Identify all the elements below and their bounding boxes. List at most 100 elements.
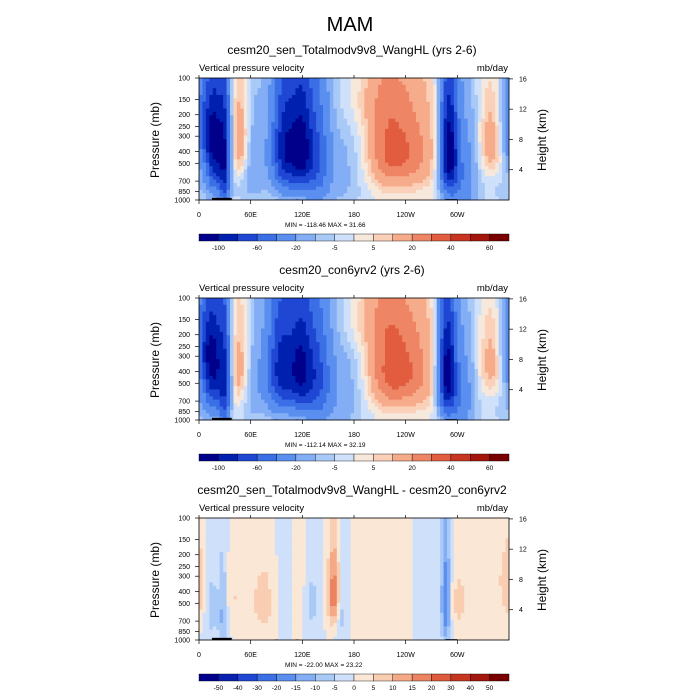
- field-cell: [495, 172, 500, 177]
- field-cell: [261, 98, 265, 103]
- field-cell: [385, 105, 389, 109]
- field-cell: [309, 321, 314, 326]
- field-cell: [491, 325, 496, 329]
- field-cell: [498, 105, 503, 109]
- field-cell: [316, 183, 320, 187]
- field-cell: [426, 321, 431, 326]
- field-cell: [391, 125, 396, 130]
- field-cell: [474, 111, 479, 116]
- field-cell: [484, 98, 489, 103]
- field-cell: [323, 348, 327, 353]
- field-cell: [267, 298, 272, 302]
- field-cell: [374, 162, 379, 167]
- field-cell: [381, 145, 386, 150]
- field-cell: [395, 111, 400, 116]
- field-cell: [278, 298, 283, 302]
- field-cell: [371, 172, 376, 177]
- field-cell: [257, 328, 262, 333]
- field-cell: [350, 348, 355, 353]
- field-cell: [278, 176, 283, 181]
- field-cell: [409, 314, 413, 319]
- field-cell: [329, 325, 334, 329]
- field-cell: [230, 152, 234, 157]
- field-cell: [371, 318, 376, 323]
- field-cell: [495, 118, 500, 123]
- field-cell: [250, 88, 255, 92]
- field-cell: [236, 169, 241, 174]
- field-cell: [230, 91, 234, 96]
- field-cell: [447, 298, 451, 302]
- field-cell: [419, 308, 424, 312]
- field-cell: [305, 125, 310, 130]
- field-cell: [336, 328, 341, 333]
- field-cell: [267, 318, 272, 323]
- contour-field: [199, 78, 510, 201]
- field-cell: [236, 111, 241, 116]
- field-cell: [419, 304, 424, 309]
- field-cell: [336, 193, 341, 198]
- field-cell: [402, 298, 407, 302]
- field-cell: [205, 145, 210, 150]
- field-cell: [298, 325, 303, 329]
- field-cell: [502, 108, 506, 113]
- field-cell: [247, 145, 252, 150]
- field-cell: [419, 172, 424, 177]
- field-cell: [440, 304, 444, 309]
- field-cell: [288, 152, 293, 157]
- field-cell: [305, 186, 310, 191]
- field-cell: [419, 311, 424, 316]
- field-cell: [336, 135, 341, 140]
- field-cell: [405, 152, 410, 157]
- field-cell: [478, 304, 482, 309]
- field-cell: [323, 301, 327, 306]
- field-cell: [216, 325, 221, 329]
- field-cell: [443, 162, 448, 167]
- field-cell: [357, 125, 362, 130]
- field-cell: [412, 145, 417, 150]
- field-cell: [257, 355, 262, 360]
- field-cell: [336, 359, 341, 363]
- field-cell: [247, 325, 252, 329]
- field-cell: [471, 179, 475, 184]
- field-cell: [481, 91, 486, 96]
- field-cell: [350, 88, 355, 92]
- field-cell: [467, 314, 472, 319]
- field-cell: [371, 149, 376, 153]
- field-cell: [350, 328, 355, 333]
- field-cell: [333, 301, 338, 306]
- field-cell: [202, 78, 207, 82]
- field-cell: [381, 314, 386, 319]
- field-cell: [488, 193, 493, 198]
- field-cell: [240, 348, 245, 353]
- field-cell: [285, 308, 289, 312]
- field-cell: [305, 162, 310, 167]
- field-cell: [247, 101, 252, 106]
- field-cell: [329, 342, 334, 346]
- field-cell: [429, 159, 434, 164]
- field-cell: [481, 298, 486, 302]
- field-cell: [416, 355, 420, 360]
- field-cell: [236, 189, 241, 194]
- field-cell: [219, 298, 224, 302]
- field-cell: [295, 321, 300, 326]
- field-cell: [302, 355, 307, 360]
- field-cell: [281, 342, 286, 346]
- field-cell: [326, 94, 331, 99]
- field-cell: [371, 342, 376, 346]
- field-cell: [281, 142, 286, 147]
- field-cell: [409, 122, 413, 126]
- field-cell: [391, 308, 396, 312]
- field-cell: [447, 149, 451, 153]
- field-cell: [385, 132, 389, 137]
- field-cell: [316, 345, 320, 350]
- field-cell: [333, 311, 338, 316]
- field-cell: [498, 189, 503, 194]
- field-cell: [292, 189, 296, 194]
- field-cell: [236, 142, 241, 147]
- field-cell: [371, 166, 376, 170]
- field-cell: [388, 172, 393, 177]
- field-cell: [491, 94, 496, 99]
- field-cell: [360, 125, 365, 130]
- field-cell: [374, 342, 379, 346]
- field-cell: [326, 301, 331, 306]
